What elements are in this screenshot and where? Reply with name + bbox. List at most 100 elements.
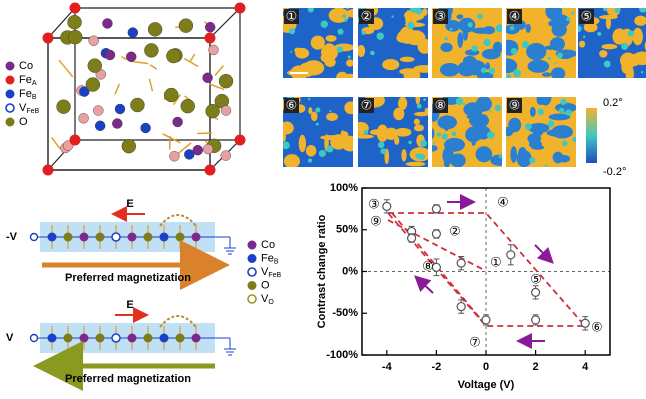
map-blob (612, 28, 626, 44)
map-blob (608, 5, 614, 10)
map-blob (624, 54, 640, 67)
annotation: ② (449, 225, 461, 240)
map-blob (540, 89, 552, 106)
map-blob (456, 98, 463, 105)
map-blob (290, 51, 292, 53)
map-blob (299, 63, 316, 77)
map-blob (517, 150, 532, 167)
atom (221, 151, 231, 161)
legend-label: FeB (19, 88, 37, 101)
atom (192, 334, 201, 343)
bond (150, 65, 157, 69)
map-blob (342, 136, 359, 152)
map-blob (551, 67, 565, 80)
map-blob (513, 69, 521, 77)
atom (96, 233, 105, 242)
map-blob (364, 130, 369, 135)
legend-symbol (6, 104, 14, 112)
annotation: ③ (368, 198, 380, 213)
legend-label: Co (261, 239, 275, 251)
map-blob (562, 141, 568, 147)
atom (203, 144, 213, 154)
map-blob (548, 57, 551, 60)
atom (48, 334, 57, 343)
x-tick-label: -4 (382, 361, 393, 373)
map-blob (626, 65, 634, 82)
map-blob (559, 155, 571, 163)
map-blob (483, 39, 490, 46)
map-blob (326, 35, 337, 42)
annotation: ⑦ (469, 336, 481, 351)
bond (149, 79, 152, 91)
map-blob (481, 68, 486, 73)
map-blob (488, 49, 499, 58)
map-blob (422, 8, 427, 16)
map-blob (529, 157, 535, 163)
atom (102, 18, 112, 28)
legend-label: Co (19, 60, 33, 72)
atom (164, 88, 178, 102)
map-blob (346, 7, 349, 10)
legend-label: FeB (261, 252, 279, 265)
atom (205, 165, 216, 176)
map-blob (400, 57, 415, 62)
legend-text: Fe (19, 88, 32, 100)
map-blob (603, 7, 607, 11)
map-blob (522, 41, 529, 48)
map-blob (401, 149, 406, 162)
map-blob (545, 164, 547, 166)
map-blob (510, 26, 514, 30)
legend-text: O (261, 279, 270, 291)
atom (128, 233, 137, 242)
legend-symbol (248, 281, 257, 290)
map-blob (489, 68, 495, 74)
atom (144, 43, 158, 57)
atom (64, 233, 73, 242)
map-blob (414, 125, 424, 132)
map-blob (299, 135, 306, 153)
map-blob (542, 72, 552, 76)
map-blob (552, 22, 567, 37)
map-blob (531, 145, 544, 150)
annotation: ⑧ (422, 260, 434, 275)
atom (181, 99, 195, 113)
legend-label: O (19, 116, 28, 128)
atom (160, 233, 169, 242)
map-blob (346, 59, 354, 66)
legend-symbol (6, 76, 15, 85)
map-blob (440, 63, 460, 76)
terminal (31, 335, 38, 342)
schematics: -VEPreferred magnetizationVEPreferred ma… (6, 198, 282, 385)
legend-symbol (248, 268, 256, 276)
atom (64, 334, 73, 343)
direction-arrow (417, 278, 433, 293)
caption: Preferred magnetization (65, 373, 191, 385)
map-blob (510, 146, 517, 163)
map-blob (391, 15, 393, 17)
map-blob (506, 74, 511, 79)
map-blob (362, 31, 366, 35)
map-blob (485, 62, 490, 69)
map-blob (545, 2, 562, 20)
map-blob (321, 53, 335, 63)
legend-symbol (248, 241, 257, 250)
y-tick-label: 0% (342, 265, 358, 277)
map-blob (407, 22, 414, 29)
figure: CoFeAFeBVFeBO ①②③④⑤⑥⑦⑧⑨0.2°-0.2° -VEPref… (0, 0, 646, 399)
map-blob (471, 45, 478, 52)
colorbar-label: 0.2° (603, 97, 623, 109)
map-blob (282, 131, 286, 142)
bond (131, 61, 148, 63)
map-blob (382, 59, 399, 70)
atom (70, 135, 81, 146)
map-blob (315, 107, 320, 112)
x-tick-label: 0 (483, 361, 489, 373)
map-blob (532, 48, 537, 56)
map-blob (565, 109, 572, 116)
map-blob (393, 108, 404, 121)
ground (224, 338, 236, 355)
map-label: ⑨ (509, 99, 521, 114)
legend-symbol (248, 295, 256, 303)
legend-symbol (6, 62, 15, 71)
